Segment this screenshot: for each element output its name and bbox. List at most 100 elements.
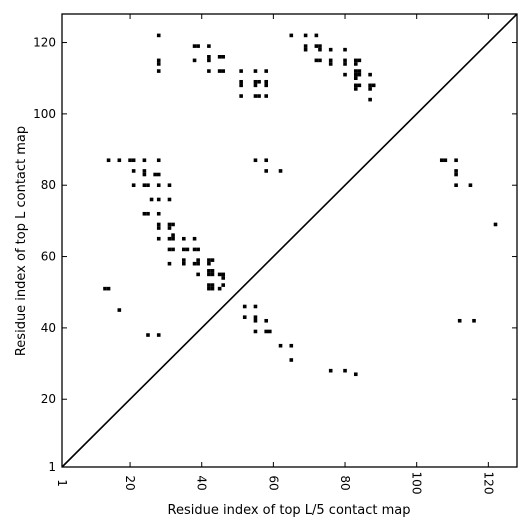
contact-point <box>353 76 358 80</box>
contact-point <box>357 58 362 63</box>
contact-point <box>156 226 161 230</box>
contact-point <box>142 169 147 173</box>
contact-point <box>368 87 372 91</box>
contact-point <box>207 269 211 273</box>
contact-point <box>217 286 222 291</box>
contact-point <box>353 83 358 88</box>
contact-point <box>196 247 200 252</box>
contact-point <box>343 58 347 63</box>
y-tick-label: 120 <box>33 36 56 50</box>
contact-point <box>353 62 358 66</box>
contact-point <box>182 261 186 266</box>
contact-point <box>210 286 215 291</box>
contact-point <box>117 308 122 312</box>
contact-point <box>328 58 333 63</box>
contact-point <box>156 69 161 73</box>
contact-point <box>318 58 322 63</box>
contact-point <box>343 368 347 373</box>
contact-point <box>439 158 444 163</box>
contact-point <box>207 261 211 266</box>
contact-point <box>314 58 319 63</box>
contact-point <box>217 272 222 277</box>
contact-point <box>253 329 258 334</box>
contact-point <box>156 183 161 188</box>
contact-point <box>278 169 283 173</box>
x-tick-label: 120 <box>481 472 495 495</box>
contact-point <box>167 226 172 230</box>
contact-point <box>353 87 358 91</box>
x-axis-title: Residue index of top L/5 contact map <box>168 503 411 518</box>
contact-point <box>454 169 458 173</box>
x-tick-label: 60 <box>266 475 280 490</box>
contact-point <box>142 158 147 163</box>
diagonal-line <box>61 13 518 468</box>
contact-point <box>468 183 473 188</box>
contact-point <box>156 333 161 337</box>
x-tick-label: 40 <box>195 475 209 490</box>
plot-area <box>61 13 518 468</box>
contact-point <box>207 55 211 59</box>
contact-point <box>328 62 333 66</box>
contact-point <box>196 258 200 262</box>
contact-point <box>192 261 197 266</box>
contact-point <box>182 236 186 241</box>
contact-point <box>253 79 258 84</box>
contact-point <box>221 276 226 280</box>
contact-point <box>142 172 147 177</box>
x-tick-label: 20 <box>123 475 137 490</box>
contact-point <box>318 44 322 48</box>
contact-point <box>239 83 243 88</box>
contact-point <box>156 58 161 63</box>
contact-point <box>257 79 261 84</box>
y-tick-label: 20 <box>41 392 56 406</box>
contact-point <box>167 261 172 266</box>
contact-point <box>353 372 358 377</box>
contact-point <box>493 222 498 227</box>
y-tick-label: 40 <box>41 321 56 335</box>
contact-point <box>171 222 175 227</box>
contact-point <box>103 286 107 291</box>
contact-point <box>343 62 347 66</box>
contact-point <box>221 55 226 59</box>
contact-point <box>196 44 200 48</box>
contact-point <box>253 69 258 73</box>
contact-point <box>146 211 150 216</box>
y-tick-label: 80 <box>41 178 56 192</box>
contact-point <box>156 33 161 38</box>
contact-point <box>207 258 211 262</box>
contact-point <box>239 79 243 84</box>
contact-point <box>167 236 172 241</box>
contact-point <box>167 247 172 252</box>
contact-point <box>443 158 448 163</box>
contact-point <box>192 247 197 252</box>
contact-point <box>253 94 258 98</box>
contact-point <box>368 97 372 102</box>
contact-point <box>221 272 226 277</box>
contact-point <box>207 58 211 63</box>
contact-point <box>343 72 347 77</box>
contact-point <box>264 83 269 88</box>
contact-point <box>207 283 211 287</box>
contact-point <box>207 286 211 291</box>
contact-point <box>368 83 372 88</box>
contact-point <box>210 258 215 262</box>
contact-point <box>303 44 308 48</box>
contact-point <box>357 69 362 73</box>
contact-point <box>454 172 458 177</box>
contact-point <box>314 33 319 38</box>
y-tick-label: 1 <box>48 460 56 474</box>
contact-point <box>185 247 190 252</box>
contact-point <box>210 272 215 277</box>
contact-point <box>192 58 197 63</box>
contact-point <box>156 62 161 66</box>
contact-point <box>253 83 258 88</box>
contact-point <box>318 47 322 52</box>
contact-point <box>192 236 197 241</box>
contact-point <box>303 47 308 52</box>
contact-point <box>207 69 211 73</box>
contact-point <box>264 94 269 98</box>
contact-point <box>353 69 358 73</box>
contact-point <box>171 233 175 237</box>
